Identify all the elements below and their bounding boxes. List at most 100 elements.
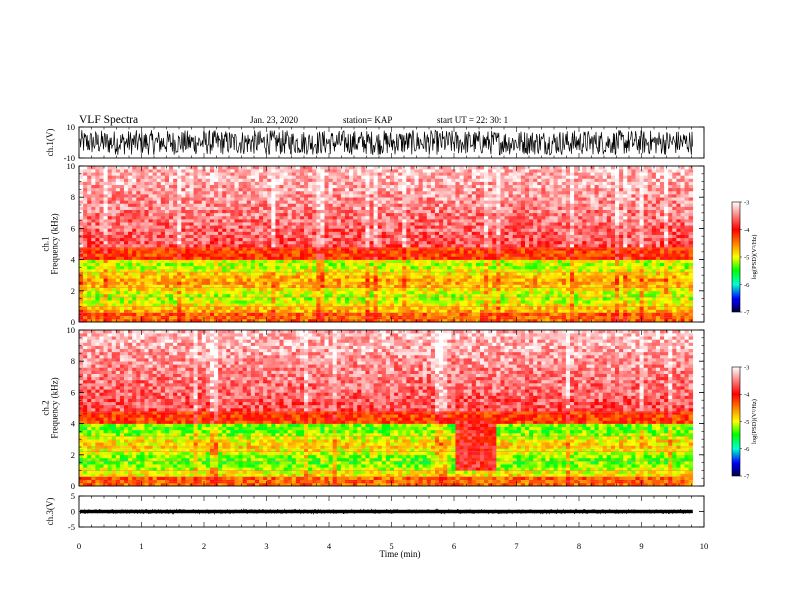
spectrogram-cell [230, 212, 235, 217]
spectrogram-cell [156, 237, 162, 242]
spectrogram-cell [230, 215, 235, 220]
spectrogram-cell [226, 178, 231, 182]
spectrogram-cell [238, 206, 243, 210]
spectrogram-cell [422, 268, 428, 273]
spectrogram-cell [455, 240, 460, 245]
spectrogram-cell [267, 215, 272, 220]
spectrogram-cell [218, 268, 223, 273]
spectrogram-cell [414, 244, 419, 248]
spectrogram-cell [463, 259, 469, 264]
spectrogram-cell [95, 293, 100, 298]
spectrogram-cell [443, 194, 448, 198]
spectrogram-cell [250, 262, 256, 267]
spectrogram-cell [299, 240, 305, 245]
spectrogram-cell [291, 181, 297, 186]
spectrogram-cell [250, 212, 256, 217]
spectrogram-cell [455, 194, 460, 198]
spectrogram-cell [402, 259, 407, 264]
spectrogram-cell [242, 250, 248, 254]
spectrogram-cell [267, 190, 272, 195]
spectrogram-cell [91, 197, 96, 201]
spectrogram-cell [91, 190, 96, 195]
spectrogram-cell [361, 197, 366, 201]
spectrogram-cell [402, 187, 407, 192]
spectrogram-cell [316, 244, 321, 248]
spectrogram-cell [426, 253, 432, 257]
spectrogram-cell [381, 265, 387, 270]
spectrogram-cell [291, 190, 297, 195]
spectrogram-cell [271, 219, 276, 223]
spectrogram-cell [344, 275, 350, 279]
spectrogram-cell [471, 197, 477, 201]
spectrogram-cell [222, 262, 227, 267]
spectrogram-cell [234, 297, 239, 301]
spectrogram-cell [209, 231, 215, 235]
spectrogram-cell [111, 284, 117, 288]
spectrogram-cell [99, 215, 104, 220]
spectrogram-cell [410, 197, 415, 201]
spectrogram-cell [103, 231, 108, 235]
spectrogram-cell [377, 237, 383, 242]
spectrogram-cell [254, 184, 260, 189]
spectrogram-cell [443, 275, 448, 279]
spectrogram-cell [144, 253, 149, 257]
spectrogram-cell [459, 262, 464, 267]
spectrogram-cell [209, 306, 215, 310]
spectrogram-cell [103, 175, 108, 179]
spectrogram-cell [107, 231, 113, 235]
spectrogram-cell [234, 209, 239, 214]
spectrogram-cell [132, 178, 137, 182]
spectrogram-cell [132, 219, 137, 223]
spectrogram-cell [275, 284, 280, 288]
spectrogram-cell [209, 275, 215, 279]
spectrogram-cell [353, 212, 358, 217]
spectrogram-cell [189, 190, 194, 195]
spectrogram-cell [467, 303, 473, 307]
spectrogram-cell [271, 203, 276, 207]
spectrogram-cell [136, 253, 141, 257]
date-label: Jan. 23, 2020 [250, 115, 298, 125]
spectrogram-cell [414, 309, 419, 313]
spectrogram-cell [83, 309, 88, 313]
spectrogram-cell [455, 190, 460, 195]
spectrogram-cell [103, 300, 108, 304]
spectrogram-cell [193, 172, 198, 176]
spectrogram-cell [234, 228, 239, 232]
spectrogram-cell [455, 231, 460, 235]
spectrogram-cell [267, 212, 272, 217]
spectrogram-cell [209, 293, 215, 298]
spectrogram-cell [414, 169, 419, 173]
spectrogram-cell [152, 284, 158, 288]
spectrogram-cell [91, 181, 96, 186]
spectrogram-cell [201, 187, 207, 192]
spectrogram-cell [169, 169, 174, 173]
spectrogram-cell [177, 300, 182, 304]
spectrogram-cell [275, 287, 280, 292]
spectrogram-cell [299, 256, 305, 260]
spectrogram-cell [373, 318, 378, 323]
spectrogram-cell [406, 297, 411, 301]
spectrogram-cell [439, 309, 444, 313]
spectrogram-cell [377, 287, 383, 292]
spectrogram-cell [259, 206, 264, 210]
spectrogram-cell [414, 268, 419, 273]
spectrogram-cell [434, 259, 440, 264]
spectrogram-cell [242, 287, 248, 292]
spectrogram-cell [189, 268, 194, 273]
spectrogram-cell [308, 240, 313, 245]
spectrogram-cell [443, 228, 448, 232]
spectrogram-cell [291, 293, 297, 298]
spectrogram-cell [119, 228, 125, 232]
spectrogram-cell [83, 169, 88, 173]
spectrogram-cell [79, 166, 84, 170]
spectrogram-cell [124, 284, 129, 288]
spectrogram-cell [279, 222, 284, 226]
spectrogram-cell [209, 262, 215, 267]
spectrogram-cell [197, 293, 203, 298]
spectrogram-cell [426, 184, 432, 189]
spectrogram-cell [87, 166, 92, 170]
spectrogram-cell [324, 287, 329, 292]
spectrogram-cell [99, 206, 104, 210]
spectrogram-cell [389, 222, 395, 226]
spectrogram-cell [107, 293, 113, 298]
